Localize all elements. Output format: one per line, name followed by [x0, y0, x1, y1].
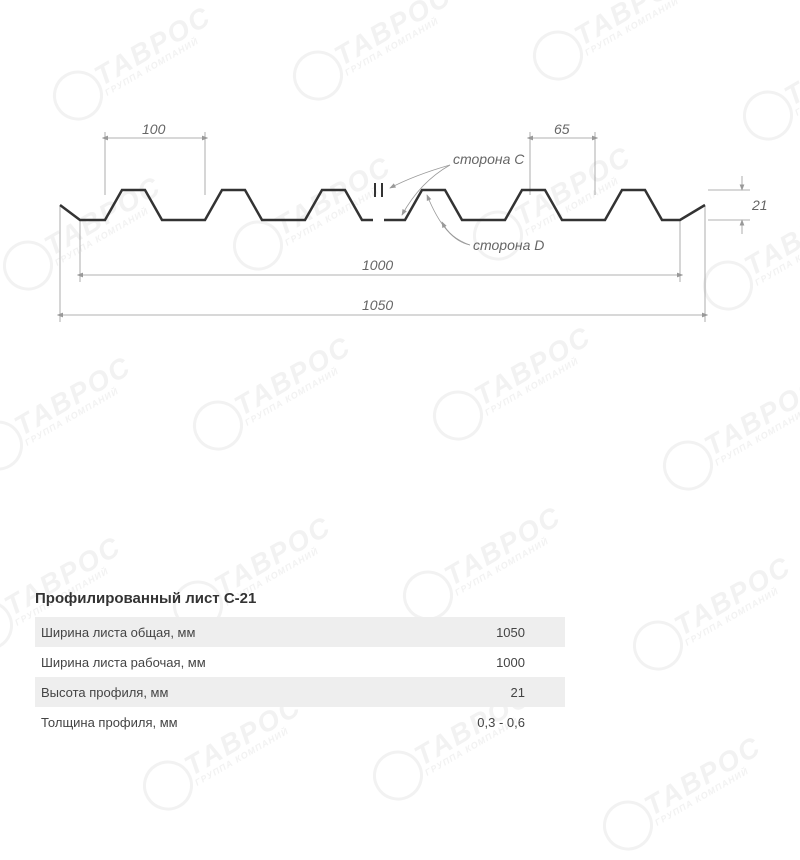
dim-65-label: 65 [554, 121, 570, 137]
spec-row: Толщина профиля, мм0,3 - 0,6 [35, 707, 565, 737]
spec-row: Ширина листа рабочая, мм1000 [35, 647, 565, 677]
spec-table: Профилированный лист С-21 Ширина листа о… [35, 590, 565, 737]
dim-1050-label: 1050 [362, 297, 393, 313]
watermark: ТАВРОСГРУППА КОМПАНИЙ [669, 550, 800, 647]
spec-value: 1000 [401, 655, 565, 670]
side-c-label: сторона C [453, 151, 525, 167]
spec-value: 0,3 - 0,6 [401, 715, 565, 730]
side-d-label: сторона D [473, 237, 544, 253]
watermark: ТАВРОСГРУППА КОМПАНИЙ [439, 500, 570, 597]
spec-label: Толщина профиля, мм [35, 715, 401, 730]
spec-label: Ширина листа рабочая, мм [35, 655, 401, 670]
watermark: ТАВРОСГРУППА КОМПАНИЙ [9, 350, 140, 447]
spec-title: Профилированный лист С-21 [35, 590, 565, 607]
spec-value: 21 [401, 685, 565, 700]
dim-100-label: 100 [142, 121, 166, 137]
spec-label: Высота профиля, мм [35, 685, 401, 700]
watermark: ТАВРОСГРУППА КОМПАНИЙ [329, 0, 460, 78]
spec-row: Ширина листа общая, мм1050 [35, 617, 565, 647]
spec-label: Ширина листа общая, мм [35, 625, 401, 640]
spec-row: Высота профиля, мм21 [35, 677, 565, 707]
watermark: ТАВРОСГРУППА КОМПАНИЙ [699, 370, 800, 467]
watermark: ТАВРОСГРУППА КОМПАНИЙ [779, 20, 800, 117]
watermark: ТАВРОСГРУППА КОМПАНИЙ [639, 730, 770, 827]
watermark: ТАВРОСГРУППА КОМПАНИЙ [569, 0, 700, 58]
profile-diagram: 100 65 21 1000 1050 сторона C сторона D [50, 120, 770, 360]
dim-21-label: 21 [751, 197, 768, 213]
spec-value: 1050 [401, 625, 565, 640]
watermark: ТАВРОСГРУППА КОМПАНИЙ [89, 0, 220, 97]
dim-1000-label: 1000 [362, 257, 393, 273]
